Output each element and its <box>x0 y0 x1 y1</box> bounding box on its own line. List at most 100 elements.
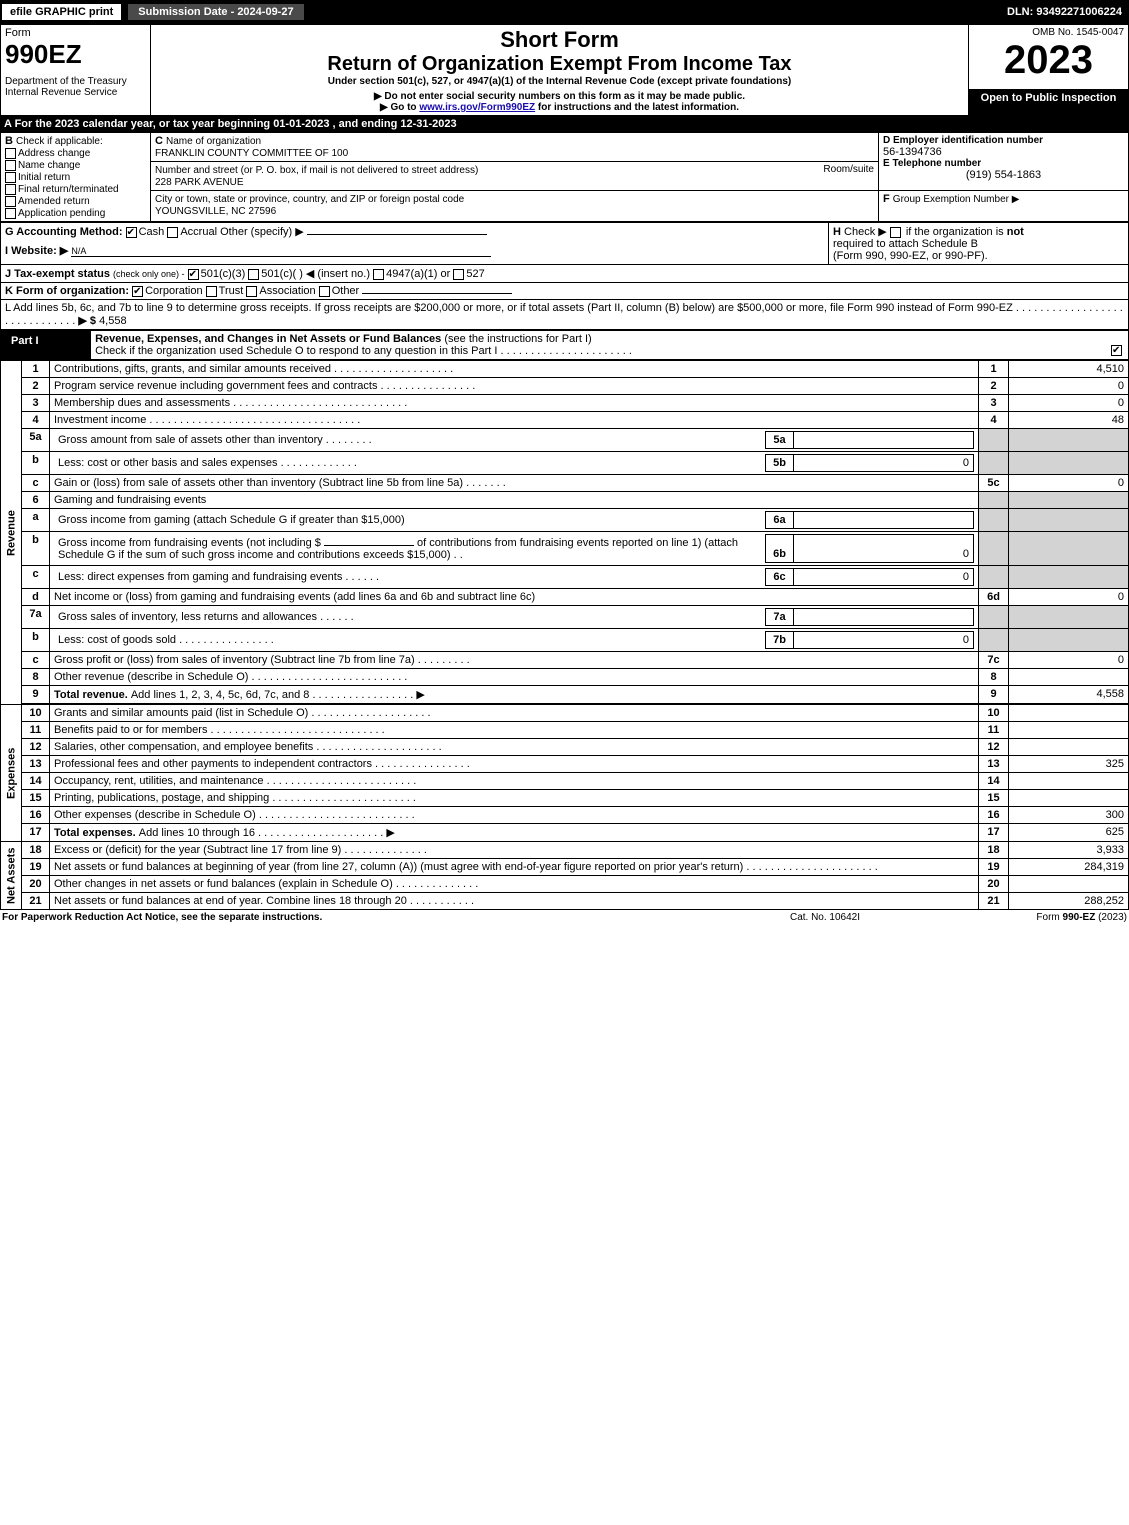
ln11-col: 11 <box>979 722 1009 739</box>
ln9-text-b: Total revenue. <box>54 689 131 701</box>
city-label: City or town, state or province, country… <box>155 194 464 205</box>
side-expenses: Expenses <box>1 705 22 842</box>
cb-cash[interactable] <box>126 227 137 238</box>
opt-other-specify: Other (specify) ▶ <box>220 226 304 238</box>
b-check-label: Check if applicable: <box>16 136 103 147</box>
ln6b-blank[interactable] <box>324 545 414 546</box>
h-text3: required to attach Schedule B <box>833 238 978 250</box>
cb-schedule-o-used[interactable] <box>1111 345 1122 356</box>
cb-527[interactable] <box>453 269 464 280</box>
part1-header: Part I Revenue, Expenses, and Changes in… <box>0 330 1129 360</box>
ln20-amt <box>1009 876 1129 893</box>
ln4-text: Investment income <box>54 414 146 426</box>
tax-year: 2023 <box>973 38 1124 83</box>
ln7b-lbl: 7b <box>766 632 794 649</box>
ln9-text: Add lines 1, 2, 3, 4, 5c, 6d, 7c, and 8 <box>131 689 310 701</box>
efile-print-button[interactable]: efile GRAPHIC print <box>1 3 122 21</box>
side-netassets: Net Assets <box>1 842 22 910</box>
ln5c-text: Gain or (loss) from sale of assets other… <box>54 477 463 489</box>
cb-accrual[interactable] <box>167 227 178 238</box>
part1-tab: Part I <box>5 333 45 349</box>
opt-cash: Cash <box>139 226 165 238</box>
ln16-col: 16 <box>979 807 1009 824</box>
e-label: E Telephone number <box>883 158 1124 169</box>
ln6c-mini: 0 <box>794 569 974 586</box>
ln18-text: Excess or (deficit) for the year (Subtra… <box>54 844 341 856</box>
cb-application-pending[interactable] <box>5 208 16 219</box>
ln7c-num: c <box>22 652 50 669</box>
ln7a-mini <box>794 609 974 626</box>
cb-initial-return[interactable] <box>5 172 16 183</box>
ln17-text-b: Total expenses. <box>54 827 139 839</box>
website-value: N/A <box>71 246 491 257</box>
opt-corp: Corporation <box>145 285 202 297</box>
ln8-col: 8 <box>979 669 1009 686</box>
cb-4947[interactable] <box>373 269 384 280</box>
ein-value: 56-1394736 <box>883 146 1124 158</box>
footer-catno: Cat. No. 10642I <box>725 912 925 923</box>
ln5c-amt: 0 <box>1009 475 1129 492</box>
footer: For Paperwork Reduction Act Notice, see … <box>0 910 1129 925</box>
ln1-col: 1 <box>979 361 1009 378</box>
cb-final-return[interactable] <box>5 184 16 195</box>
cb-name-change[interactable] <box>5 160 16 171</box>
ln3-amt: 0 <box>1009 395 1129 412</box>
irs-link[interactable]: www.irs.gov/Form990EZ <box>419 102 535 113</box>
ln5c-col: 5c <box>979 475 1009 492</box>
ln2-text: Program service revenue including govern… <box>54 380 377 392</box>
ln8-num: 8 <box>22 669 50 686</box>
ln5a-mini <box>794 432 974 449</box>
ln14-num: 14 <box>22 773 50 790</box>
irs-label: Internal Revenue Service <box>5 87 146 98</box>
ln6-num: 6 <box>22 492 50 509</box>
ln6c-lbl: 6c <box>766 569 794 586</box>
dln: DLN: 93492271006224 <box>1007 6 1128 18</box>
ln18-col: 18 <box>979 842 1009 859</box>
ln6d-amt: 0 <box>1009 589 1129 606</box>
ln15-col: 15 <box>979 790 1009 807</box>
lb-name-change: Name change <box>18 160 80 171</box>
submission-date: Submission Date - 2024-09-27 <box>128 4 303 20</box>
cb-501c3[interactable] <box>188 269 199 280</box>
ln16-text: Other expenses (describe in Schedule O) <box>54 809 256 821</box>
ln3-text: Membership dues and assessments <box>54 397 230 409</box>
cb-amended-return[interactable] <box>5 196 16 207</box>
form-header: Form 990EZ Department of the Treasury In… <box>0 24 1129 116</box>
cb-association[interactable] <box>246 286 257 297</box>
ln16-num: 16 <box>22 807 50 824</box>
i-label: I Website: ▶ <box>5 245 68 257</box>
ln20-col: 20 <box>979 876 1009 893</box>
cb-501c[interactable] <box>248 269 259 280</box>
ln1-amt: 4,510 <box>1009 361 1129 378</box>
ln1-num: 1 <box>22 361 50 378</box>
f-text: Group Exemption Number ▶ <box>893 194 1020 205</box>
subtitle: Under section 501(c), 527, or 4947(a)(1)… <box>155 76 964 87</box>
ln12-amt <box>1009 739 1129 756</box>
ln6b-text1: Gross income from fundraising events (no… <box>58 537 321 549</box>
title-short-form: Short Form <box>155 27 964 53</box>
form-word: Form <box>5 27 146 39</box>
footer-left: For Paperwork Reduction Act Notice, see … <box>2 912 723 923</box>
title-return: Return of Organization Exempt From Incom… <box>155 53 964 76</box>
ln13-amt: 325 <box>1009 756 1129 773</box>
ln10-num: 10 <box>22 705 50 722</box>
h-text2: if the organization is <box>906 226 1007 238</box>
ln8-text: Other revenue (describe in Schedule O) <box>54 671 248 683</box>
ln6a-num: a <box>22 509 50 532</box>
ln7b-num: b <box>22 629 50 652</box>
opt-other: Other <box>332 285 360 297</box>
goto-pre: ▶ Go to <box>380 102 419 113</box>
cb-corporation[interactable] <box>132 286 143 297</box>
cb-trust[interactable] <box>206 286 217 297</box>
other-specify-input[interactable] <box>307 234 487 235</box>
cb-other-org[interactable] <box>319 286 330 297</box>
k-label: K Form of organization: <box>5 285 129 297</box>
opt-501c3: 501(c)(3) <box>201 268 246 280</box>
j-sub: (check only one) - <box>113 269 185 279</box>
part1-title: Revenue, Expenses, and Changes in Net As… <box>95 333 441 345</box>
other-org-input[interactable] <box>362 293 512 294</box>
cb-sched-b-not-required[interactable] <box>890 227 901 238</box>
lb-final-return: Final return/terminated <box>18 184 119 195</box>
ln11-text: Benefits paid to or for members <box>54 724 207 736</box>
cb-address-change[interactable] <box>5 148 16 159</box>
